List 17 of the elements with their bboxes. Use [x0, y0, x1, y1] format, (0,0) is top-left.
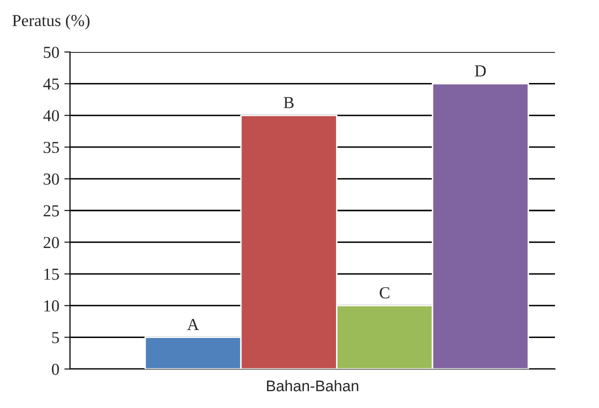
y-tick-label: 10 — [44, 300, 59, 312]
series-label: D — [474, 65, 486, 76]
series-label: B — [284, 97, 294, 108]
y-tick-label: 25 — [44, 205, 59, 216]
y-tick-label: 15 — [44, 268, 59, 280]
y-tick-label: 30 — [44, 174, 59, 185]
y-tick-label: 35 — [44, 142, 59, 154]
series-label: C — [380, 287, 390, 298]
series-label: A — [187, 318, 199, 330]
y-axis-title: Peratus (%) — [12, 14, 90, 30]
y-tick-label: 40 — [43, 110, 59, 122]
y-tick-label: 45 — [43, 78, 59, 90]
y-tick-label: 20 — [44, 236, 59, 248]
y-tick-label: 5 — [52, 332, 59, 344]
x-tick-label: Bahan-Bahan — [267, 380, 358, 392]
y-tick-label: 0 — [52, 364, 59, 375]
y-tick-label: 50 — [44, 46, 59, 58]
